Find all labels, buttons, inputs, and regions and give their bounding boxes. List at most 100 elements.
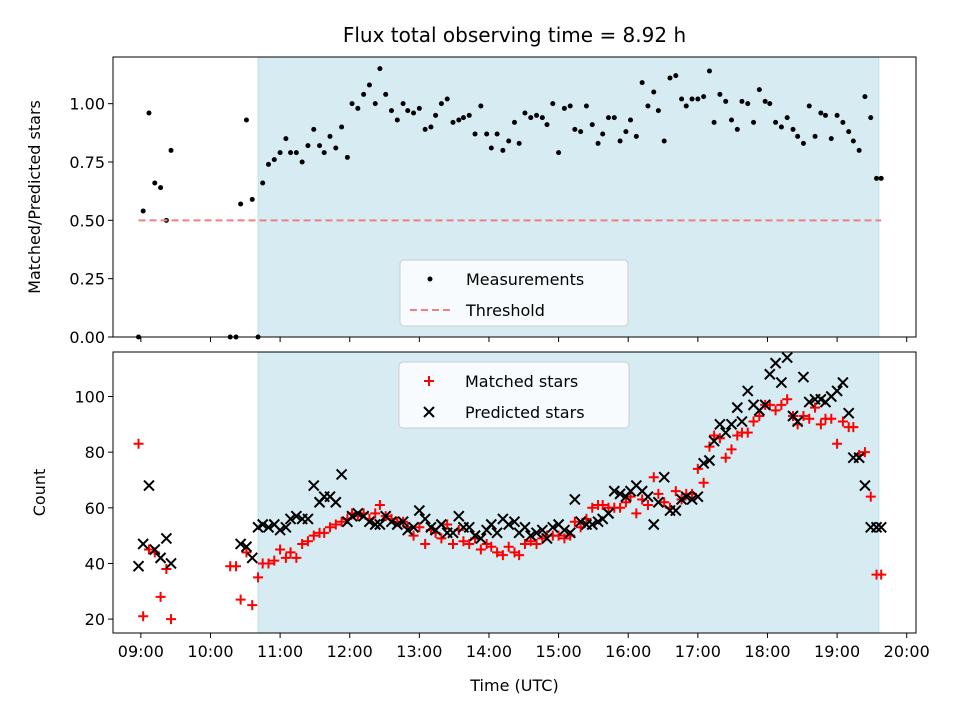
predicted-point [256, 518, 269, 531]
measurement-point [260, 180, 266, 186]
matched-point [770, 405, 781, 416]
matched-point [659, 497, 670, 508]
predicted-point [525, 529, 537, 542]
measurement-point [400, 101, 406, 107]
predicted-point [648, 518, 660, 531]
predicted-point [614, 488, 626, 500]
predicted-point [165, 557, 177, 570]
matched-point [235, 594, 246, 605]
measurement-point [795, 133, 801, 139]
x-tick-label: 13:00 [396, 642, 442, 661]
matched-point [704, 441, 715, 452]
measurement-point [683, 103, 689, 109]
matched-point [247, 600, 258, 611]
matched-point [133, 438, 144, 449]
predicted-point [574, 516, 587, 528]
predicted-stars-series [132, 351, 887, 572]
measurement-point [377, 66, 383, 72]
legend-box [399, 259, 629, 327]
measurement-point [411, 110, 417, 116]
measurement-point [667, 75, 673, 81]
y-tick-label: 60 [85, 499, 105, 518]
measurement-point [846, 129, 852, 135]
matched-point [280, 552, 291, 563]
measurement-point [605, 115, 611, 121]
matched-point [291, 552, 302, 563]
matched-point [503, 541, 514, 552]
measurement-point [416, 105, 422, 111]
predicted-point [352, 507, 364, 520]
measurement-point [868, 115, 874, 121]
matched-point [408, 530, 419, 541]
measurement-point [277, 150, 283, 156]
measurement-point [655, 108, 661, 114]
predicted-point [363, 516, 376, 528]
predicted-point [453, 510, 465, 522]
predicted-point [837, 376, 849, 389]
measurement-point [645, 103, 651, 109]
measurement-point [550, 101, 556, 107]
measurement-point [372, 101, 378, 107]
matched-point [615, 502, 626, 513]
measurement-point [673, 73, 679, 79]
matched-point [776, 399, 787, 410]
matched-point [302, 536, 313, 547]
predicted-point [284, 513, 297, 525]
measurement-point [158, 185, 164, 191]
measurement-point [283, 136, 289, 142]
measurement-point [366, 82, 372, 88]
measurement-point [321, 150, 327, 156]
matched-point [166, 614, 177, 625]
measurement-point [433, 112, 439, 118]
predicted-point [547, 521, 559, 533]
measurement-point [534, 112, 540, 118]
measurement-point [806, 103, 812, 109]
measurement-point [472, 131, 478, 137]
measurement-point [438, 101, 444, 107]
legend: Measurements Threshold [399, 259, 629, 327]
predicted-point [407, 521, 420, 533]
predicted-point [435, 518, 448, 531]
predicted-point [475, 532, 487, 545]
matched-point [336, 516, 347, 527]
measurement-point [405, 108, 411, 114]
measurement-point [388, 108, 394, 114]
matched-point [754, 410, 765, 421]
measurement-point [723, 98, 729, 104]
predicted-point [346, 510, 358, 522]
measurement-point [327, 133, 333, 139]
matched-point [748, 416, 759, 427]
predicted-point [831, 385, 843, 397]
legend-marker [423, 406, 435, 418]
measurement-point [617, 138, 623, 144]
predicted-point [642, 490, 654, 503]
measurement-point [639, 80, 645, 86]
measurement-point [856, 147, 862, 153]
matched-point [804, 413, 815, 424]
measurement-point [238, 201, 244, 207]
measurement-point [317, 143, 323, 149]
predicted-point [670, 504, 682, 517]
matched-point [420, 538, 431, 549]
y-tick-label: 0.00 [69, 328, 105, 347]
predicted-point [719, 426, 732, 439]
predicted-point [485, 518, 497, 531]
predicted-point [447, 527, 459, 539]
axes-frame [112, 56, 917, 338]
measurement-point [265, 161, 271, 167]
measurement-point [506, 138, 512, 144]
matched-point [670, 486, 681, 497]
predicted-point [764, 368, 776, 380]
x-tick-label: 18:00 [744, 642, 790, 661]
predicted-point [686, 493, 698, 506]
measurement-point [739, 98, 745, 104]
measurement-point [611, 115, 617, 121]
measurement-point [751, 119, 757, 125]
measurement-point [689, 96, 695, 102]
predicted-point [391, 518, 404, 531]
measurement-point [450, 119, 456, 125]
predicted-point [759, 399, 771, 411]
measurement-point [299, 159, 305, 165]
matched-point [832, 438, 843, 449]
predicted-point [875, 521, 887, 533]
